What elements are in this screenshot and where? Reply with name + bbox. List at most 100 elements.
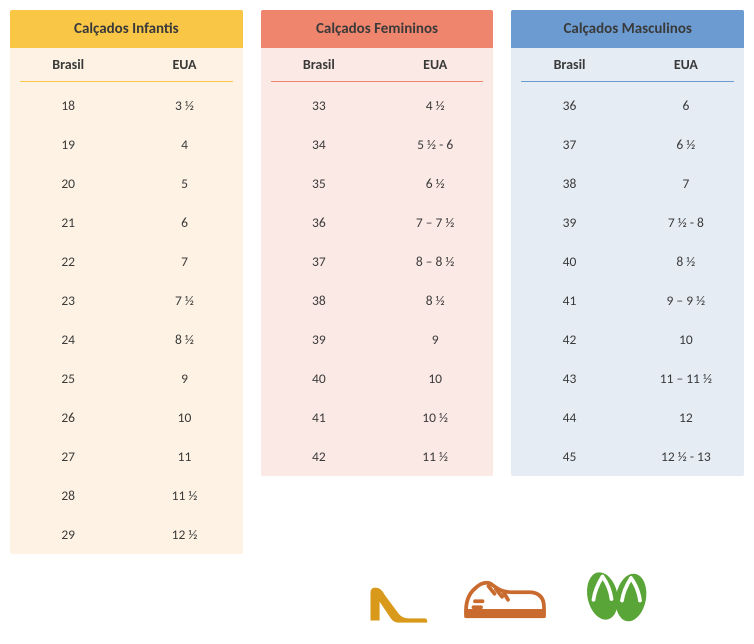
cell-eua: 7 ½ - 8 <box>628 214 744 231</box>
col-eua: EUA <box>126 56 242 73</box>
cell-brasil: 20 <box>10 175 126 192</box>
table-masculinos-title: Calçados Masculinos <box>511 10 744 48</box>
cell-brasil: 34 <box>261 136 377 153</box>
cell-eua: 12 ½ <box>126 526 242 543</box>
table-row: 2811 ½ <box>10 476 243 515</box>
cell-eua: 8 ½ <box>628 253 744 270</box>
cell-brasil: 45 <box>511 448 627 465</box>
col-brasil: Brasil <box>10 56 126 73</box>
table-row: 4210 <box>511 320 744 359</box>
table-row: 334 ½ <box>261 86 494 125</box>
cell-eua: 8 – 8 ½ <box>377 253 493 270</box>
table-row: 205 <box>10 164 243 203</box>
cell-eua: 4 ½ <box>377 97 493 114</box>
heel-icon <box>360 566 430 626</box>
table-row: 259 <box>10 359 243 398</box>
table-masculinos-divider <box>521 81 734 82</box>
table-row: 2912 ½ <box>10 515 243 554</box>
table-row: 2711 <box>10 437 243 476</box>
table-row: 356 ½ <box>261 164 494 203</box>
cell-brasil: 27 <box>10 448 126 465</box>
cell-brasil: 42 <box>511 331 627 348</box>
cell-eua: 8 ½ <box>126 331 242 348</box>
cell-brasil: 28 <box>10 487 126 504</box>
cell-brasil: 41 <box>261 409 377 426</box>
table-row: 4211 ½ <box>261 437 494 476</box>
table-row: 397 ½ - 8 <box>511 203 744 242</box>
cell-eua: 3 ½ <box>126 97 242 114</box>
col-brasil: Brasil <box>511 56 627 73</box>
table-row: 399 <box>261 320 494 359</box>
cell-eua: 11 – 11 ½ <box>628 370 744 387</box>
cell-eua: 5 <box>126 175 242 192</box>
table-row: 2610 <box>10 398 243 437</box>
cell-brasil: 40 <box>511 253 627 270</box>
table-infantis-divider <box>20 81 233 82</box>
cell-brasil: 38 <box>511 175 627 192</box>
table-row: 388 ½ <box>261 281 494 320</box>
cell-eua: 11 ½ <box>377 448 493 465</box>
cell-eua: 12 <box>628 409 744 426</box>
table-row: 194 <box>10 125 243 164</box>
cell-brasil: 42 <box>261 448 377 465</box>
col-brasil: Brasil <box>261 56 377 73</box>
table-masculinos-body: 366376 ½387397 ½ - 8408 ½419 – 9 ½421043… <box>511 86 744 476</box>
table-row: 4412 <box>511 398 744 437</box>
cell-eua: 6 ½ <box>628 136 744 153</box>
table-row: 376 ½ <box>511 125 744 164</box>
col-masculinos-wrap: Calçados Masculinos Brasil EUA 366376 ½3… <box>511 10 744 476</box>
cell-brasil: 41 <box>511 292 627 309</box>
cell-eua: 6 ½ <box>377 175 493 192</box>
cell-eua: 4 <box>126 136 242 153</box>
cell-brasil: 40 <box>261 370 377 387</box>
table-masculinos: Calçados Masculinos Brasil EUA 366376 ½3… <box>511 10 744 476</box>
tables-container: Calçados Infantis Brasil EUA 183 ½194205… <box>10 10 744 554</box>
cell-brasil: 37 <box>261 253 377 270</box>
table-row: 366 <box>511 86 744 125</box>
cell-brasil: 18 <box>10 97 126 114</box>
cell-brasil: 24 <box>10 331 126 348</box>
cell-brasil: 43 <box>511 370 627 387</box>
col-eua: EUA <box>628 56 744 73</box>
cell-brasil: 22 <box>10 253 126 270</box>
table-infantis-body: 183 ½194205216227237 ½248 ½2592610271128… <box>10 86 243 554</box>
cell-eua: 11 ½ <box>126 487 242 504</box>
table-infantis-title: Calçados Infantis <box>10 10 243 48</box>
cell-eua: 7 – 7 ½ <box>377 214 493 231</box>
cell-eua: 7 ½ <box>126 292 242 309</box>
cell-eua: 8 ½ <box>377 292 493 309</box>
table-masculinos-head: Brasil EUA <box>511 48 744 81</box>
table-row: 419 – 9 ½ <box>511 281 744 320</box>
cell-brasil: 38 <box>261 292 377 309</box>
table-femininos-body: 334 ½345 ½ - 6356 ½367 – 7 ½378 – 8 ½388… <box>261 86 494 476</box>
table-row: 408 ½ <box>511 242 744 281</box>
cell-eua: 6 <box>628 97 744 114</box>
table-row: 237 ½ <box>10 281 243 320</box>
col-femininos-wrap: Calçados Femininos Brasil EUA 334 ½345 ½… <box>261 10 494 476</box>
cell-brasil: 23 <box>10 292 126 309</box>
cell-eua: 9 <box>377 331 493 348</box>
cell-brasil: 35 <box>261 175 377 192</box>
cell-brasil: 44 <box>511 409 627 426</box>
cell-brasil: 39 <box>261 331 377 348</box>
cell-brasil: 39 <box>511 214 627 231</box>
cell-brasil: 25 <box>10 370 126 387</box>
cell-eua: 10 <box>126 409 242 426</box>
table-row: 4010 <box>261 359 494 398</box>
sneaker-icon <box>460 566 550 626</box>
table-row: 4512 ½ - 13 <box>511 437 744 476</box>
cell-brasil: 36 <box>511 97 627 114</box>
cell-eua: 10 <box>377 370 493 387</box>
cell-brasil: 26 <box>10 409 126 426</box>
footer-icons <box>270 566 744 626</box>
cell-eua: 5 ½ - 6 <box>377 136 493 153</box>
cell-eua: 7 <box>628 175 744 192</box>
table-femininos-head: Brasil EUA <box>261 48 494 81</box>
flipflop-icon <box>580 566 655 626</box>
table-row: 183 ½ <box>10 86 243 125</box>
cell-brasil: 33 <box>261 97 377 114</box>
table-row: 4110 ½ <box>261 398 494 437</box>
table-row: 227 <box>10 242 243 281</box>
table-infantis: Calçados Infantis Brasil EUA 183 ½194205… <box>10 10 243 554</box>
cell-eua: 12 ½ - 13 <box>628 448 744 465</box>
